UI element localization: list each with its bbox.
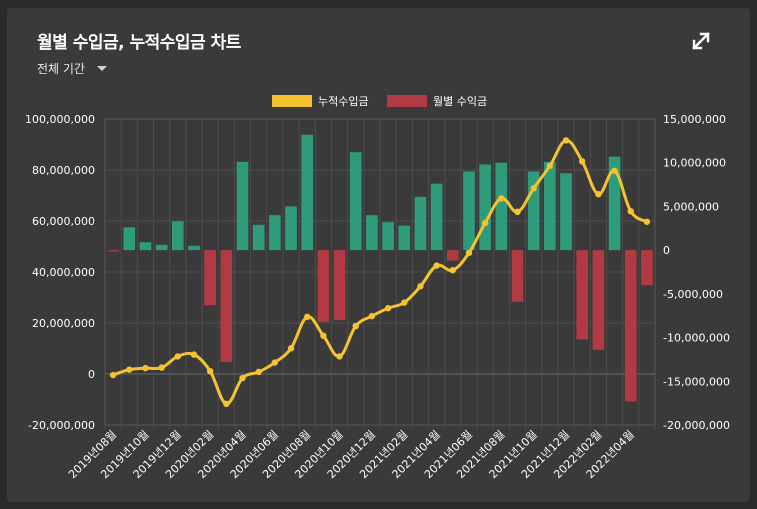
- point-cumulative: [562, 137, 570, 144]
- point-cumulative: [449, 267, 456, 274]
- point-cumulative: [206, 367, 214, 375]
- bar-monthly: [576, 250, 589, 340]
- bar-monthly: [188, 245, 200, 251]
- right-tick-label: -20,000,000: [663, 419, 730, 432]
- point-cumulative: [579, 158, 586, 165]
- bar-monthly: [382, 222, 394, 251]
- bar-monthly: [123, 227, 136, 251]
- expand-icon[interactable]: [690, 30, 712, 52]
- point-cumulative: [401, 299, 408, 306]
- point-cumulative: [368, 312, 376, 320]
- bar-monthly: [641, 250, 653, 286]
- bar-monthly: [560, 173, 572, 251]
- caret-down-icon: [96, 66, 107, 71]
- legend-swatch-monthly: [387, 95, 427, 107]
- bar-monthly: [544, 161, 556, 251]
- point-cumulative: [643, 218, 651, 225]
- left-tick-label: 60,000,000: [32, 215, 95, 228]
- right-tick-label: -10,000,000: [663, 332, 730, 345]
- point-cumulative: [271, 359, 279, 366]
- point-cumulative: [126, 366, 133, 373]
- point-cumulative: [530, 185, 537, 192]
- legend-label-monthly: 월별 수익금: [433, 95, 487, 108]
- point-cumulative: [287, 345, 295, 352]
- bar-monthly: [269, 215, 281, 251]
- point-cumulative: [174, 353, 181, 360]
- right-tick-label: -15,000,000: [663, 375, 730, 388]
- bar-monthly: [511, 250, 524, 302]
- bar-monthly: [479, 164, 491, 251]
- point-cumulative: [239, 374, 246, 382]
- point-cumulative: [384, 305, 392, 312]
- point-cumulative: [352, 322, 359, 330]
- left-tick-label: 20,000,000: [32, 317, 95, 330]
- bar-monthly: [624, 250, 637, 402]
- bar-monthly: [463, 171, 475, 251]
- right-tick-label: -5,000,000: [663, 288, 723, 301]
- right-tick-label: 0: [663, 244, 670, 257]
- left-tick-label: 40,000,000: [32, 266, 95, 279]
- right-tick-label: 10,000,000: [663, 157, 726, 170]
- legend-label-cumulative: 누적수입금: [318, 95, 369, 108]
- chart-title: 월별 수입금, 누적수입금 차트: [37, 33, 241, 53]
- bar-monthly: [107, 250, 119, 252]
- point-cumulative: [142, 364, 149, 372]
- bar-monthly: [349, 152, 362, 251]
- bar-monthly: [285, 206, 297, 251]
- point-cumulative: [304, 313, 311, 321]
- point-cumulative: [320, 332, 327, 339]
- point-cumulative: [498, 195, 505, 202]
- period-dropdown[interactable]: 전체 기간: [37, 60, 107, 77]
- bar-monthly: [155, 244, 168, 251]
- bar-monthly: [139, 242, 152, 251]
- bar-monthly: [366, 215, 378, 251]
- bar-monthly: [398, 225, 411, 251]
- left-tick-label: 0: [88, 368, 95, 381]
- point-cumulative: [255, 368, 262, 376]
- bar-monthly: [592, 250, 605, 350]
- point-cumulative: [417, 283, 424, 290]
- point-cumulative: [465, 249, 473, 257]
- line-cumulative: [112, 138, 648, 406]
- plot-border: [104, 118, 656, 426]
- bar-monthly: [430, 183, 443, 251]
- bar-monthly: [252, 224, 265, 251]
- point-cumulative: [336, 353, 343, 360]
- bar-monthly: [220, 250, 233, 363]
- point-cumulative: [514, 208, 521, 216]
- bar-monthly: [236, 161, 249, 251]
- bar-monthly: [608, 156, 621, 251]
- point-cumulative: [433, 262, 440, 269]
- bar-monthly: [495, 162, 508, 251]
- left-tick-label: 80,000,000: [32, 164, 95, 177]
- point-cumulative: [546, 162, 554, 170]
- period-label: 전체 기간: [37, 62, 85, 76]
- bar-monthly: [301, 134, 314, 251]
- legend-swatch-cumulative: [272, 95, 312, 107]
- bar-monthly: [171, 221, 184, 251]
- bar-monthly: [204, 250, 216, 306]
- point-cumulative: [109, 371, 117, 379]
- right-tick-label: 5,000,000: [663, 200, 719, 213]
- left-tick-label: 100,000,000: [25, 113, 95, 126]
- right-tick-label: 15,000,000: [663, 113, 726, 126]
- bar-monthly: [414, 196, 427, 251]
- point-cumulative: [158, 364, 165, 371]
- left-tick-label: -20,000,000: [28, 419, 95, 432]
- point-cumulative: [190, 351, 198, 358]
- point-cumulative: [627, 208, 634, 215]
- bar-monthly: [333, 250, 346, 321]
- point-cumulative: [481, 219, 489, 227]
- point-cumulative: [595, 191, 602, 198]
- bar-monthly: [317, 250, 330, 322]
- point-cumulative: [223, 400, 230, 408]
- bar-monthly: [527, 171, 540, 251]
- point-cumulative: [611, 167, 618, 174]
- bar-monthly: [446, 250, 459, 261]
